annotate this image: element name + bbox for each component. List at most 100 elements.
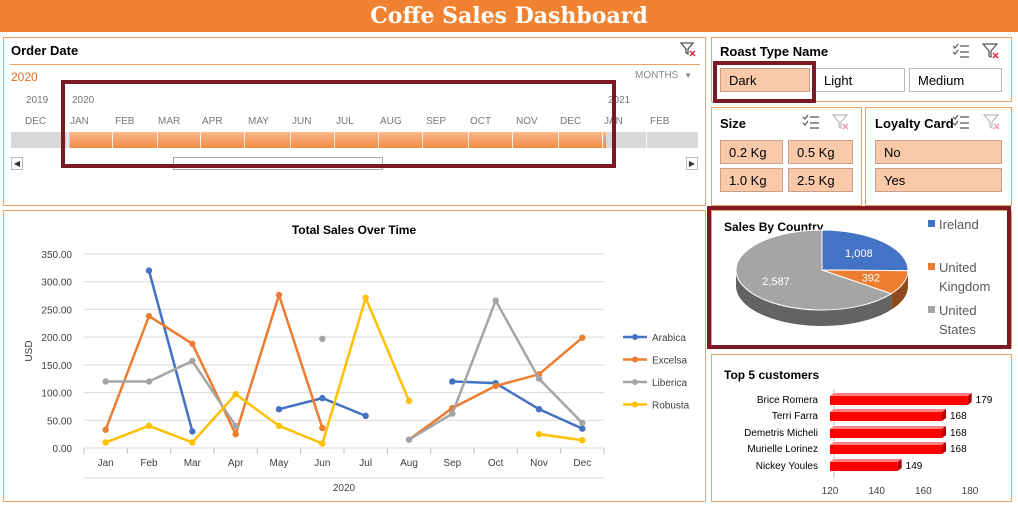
bar-side	[942, 409, 946, 421]
timeline-month-label[interactable]: FEB	[115, 116, 135, 127]
data-point-arabica	[579, 425, 586, 432]
timeline-scrollbar[interactable]: ◀ ▶	[11, 157, 698, 171]
legend-swatch-united-states	[928, 306, 935, 313]
loyalty-slicer-title: Loyalty Card	[875, 116, 954, 131]
data-point-robusta	[232, 391, 239, 398]
x-tick-label: Sep	[443, 458, 461, 469]
top-customers-chart: Top 5 customers 120 140 160 180 Brice Romera 1…	[724, 368, 993, 497]
sales-by-country-panel: Sales By Country 1,008 392 2,587 Ireland Unit…	[711, 210, 1012, 348]
bar-data-label: 179	[976, 395, 993, 406]
multi-select-icon[interactable]	[952, 43, 970, 64]
legend-marker-arabica	[632, 334, 638, 340]
sales-by-country-chart: Sales By Country 1,008 392 2,587 Ireland Unit…	[724, 217, 990, 337]
timeline-month-divider	[468, 132, 469, 148]
data-point-excelsa	[579, 334, 586, 341]
timeline-month-divider	[378, 132, 379, 148]
clear-filter-icon[interactable]	[981, 42, 1000, 65]
size-option-1-0kg[interactable]: 1.0 Kg	[720, 168, 783, 192]
timeline-month-label[interactable]: DEC	[25, 116, 47, 127]
loyalty-option-yes[interactable]: Yes	[875, 168, 1002, 192]
size-option-0-5kg[interactable]: 0.5 Kg	[788, 140, 853, 164]
timeline-month-label[interactable]: FEB	[650, 116, 670, 127]
roast-option-medium[interactable]: Medium	[909, 68, 1002, 92]
size-option-0-2kg[interactable]: 0.2 Kg	[720, 140, 783, 164]
roast-option-dark[interactable]: Dark	[720, 68, 810, 92]
timeline-month-divider	[67, 132, 68, 148]
clear-filter-icon[interactable]	[982, 113, 1001, 136]
x-tick-label: Feb	[140, 458, 158, 469]
data-point-excelsa	[102, 426, 109, 433]
timeline-month-divider	[334, 132, 335, 148]
bar	[830, 429, 942, 438]
size-option-2-5kg[interactable]: 2.5 Kg	[788, 168, 853, 192]
timeline-month-label[interactable]: JUN	[292, 116, 312, 127]
scroll-left-icon[interactable]: ◀	[11, 157, 23, 170]
pie-data-label: 2,587	[762, 276, 790, 288]
chart-title: Total Sales Over Time	[292, 223, 417, 237]
data-point-robusta	[535, 430, 543, 438]
timeline-month-label[interactable]: AUG	[380, 116, 402, 127]
timeline-month-divider	[646, 132, 647, 148]
legend-label: United Kingdom	[939, 260, 990, 294]
roast-type-slicer: Roast Type Name Dark Light Medium	[711, 37, 1012, 102]
category-label: Terri Farra	[772, 411, 819, 422]
sales-over-time-panel: Total Sales Over Time 0.00 50.00 100.00 150.…	[3, 210, 706, 502]
x-tick-label: Aug	[400, 458, 418, 469]
timeline-month-label[interactable]: JUL	[336, 116, 354, 127]
x-tick-label: Oct	[488, 458, 504, 469]
series-line-robusta	[105, 294, 411, 446]
bar-top	[830, 442, 946, 445]
timeline-month-divider	[200, 132, 201, 148]
scrollbar-thumb[interactable]	[173, 157, 383, 170]
clear-filter-icon[interactable]	[679, 41, 696, 57]
x-tick-label: 120	[822, 486, 839, 497]
roast-option-light[interactable]: Light	[815, 68, 905, 92]
size-slicer: Size 0.2 Kg 0.5 Kg 1.0 Kg 2.5 Kg	[711, 107, 862, 206]
data-point-robusta	[405, 397, 413, 405]
roast-slicer-title: Roast Type Name	[720, 44, 829, 59]
timeline-month-label[interactable]: JAN	[70, 116, 89, 127]
legend-label: Arabica	[652, 333, 686, 344]
bar	[830, 396, 968, 405]
pie-slice-united-states	[735, 229, 893, 311]
timeline-month-label[interactable]: DEC	[560, 116, 582, 127]
roast-highlight-box	[713, 61, 816, 103]
series-line-liberica	[105, 359, 237, 427]
timeline-level-label: MONTHS	[635, 70, 679, 81]
x-axis-label: 2020	[333, 483, 356, 494]
series-line-arabica	[147, 270, 194, 432]
caret-down-icon: ▼	[684, 71, 693, 80]
bar-data-label: 168	[950, 444, 967, 455]
timeline-selection-bar[interactable]	[70, 132, 606, 148]
timeline-month-divider	[157, 132, 158, 148]
scroll-right-icon[interactable]: ▶	[686, 157, 698, 170]
data-point-excelsa	[145, 312, 153, 320]
pie-data-label: 392	[862, 273, 880, 285]
timeline-month-divider	[244, 132, 245, 148]
pie-data-label: 1,008	[845, 248, 873, 260]
series-line-arabica	[452, 380, 583, 430]
bar-top	[830, 459, 902, 462]
multi-select-icon[interactable]	[952, 114, 970, 135]
y-tick-label: 250.00	[41, 305, 72, 316]
x-tick-label: 180	[962, 486, 979, 497]
bar-side	[942, 442, 946, 454]
timeline-level-dropdown[interactable]: MONTHS ▼	[635, 70, 692, 81]
y-tick-label: 350.00	[41, 250, 72, 261]
bar	[830, 412, 942, 421]
bar-side	[942, 426, 946, 438]
multi-select-icon[interactable]	[802, 114, 820, 135]
clear-filter-icon[interactable]	[831, 113, 850, 136]
timeline-month-label[interactable]: MAR	[158, 116, 181, 127]
timeline-month-label[interactable]: MAY	[248, 116, 269, 127]
legend-label: Ireland	[939, 217, 979, 232]
x-tick-label: 160	[915, 486, 932, 497]
data-point-arabica	[275, 406, 283, 413]
data-point-robusta	[145, 422, 153, 430]
loyalty-option-no[interactable]: No	[875, 140, 1002, 164]
timeline-month-label[interactable]: SEP	[426, 116, 447, 127]
timeline-month-label[interactable]: OCT	[470, 116, 492, 127]
timeline-month-label[interactable]: APR	[202, 116, 223, 127]
bar	[830, 445, 942, 454]
timeline-month-label[interactable]: NOV	[516, 116, 538, 127]
